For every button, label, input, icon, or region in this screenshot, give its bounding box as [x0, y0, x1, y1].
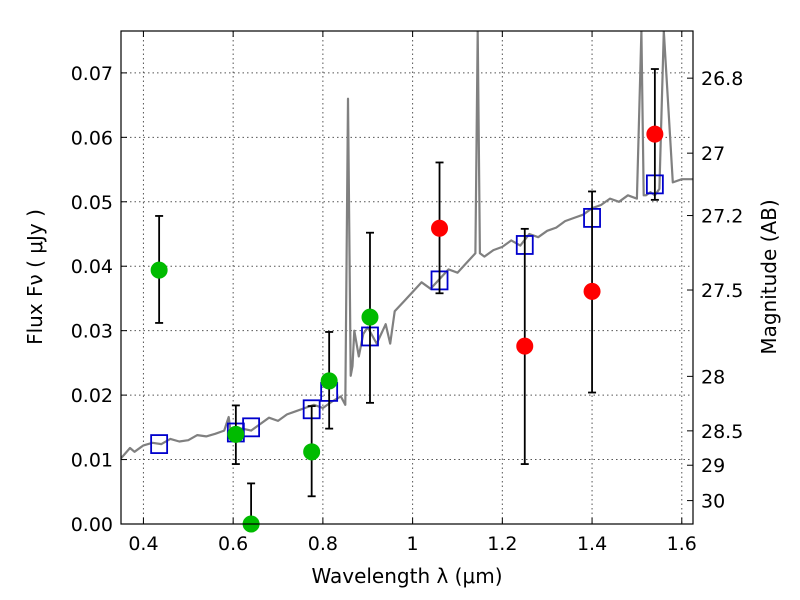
- data-point: [227, 425, 245, 443]
- data-point: [516, 337, 534, 355]
- y-tick-label: 0.05: [71, 192, 113, 214]
- data-point: [150, 261, 168, 279]
- axis-ticks: 0.4 0.6 0.8 1 1.2 1.4 1.6 0.00 0.01 0.02 0.03 0.04 0…: [71, 31, 743, 555]
- data-point: [646, 125, 664, 143]
- x-tick-label: 1.2: [487, 533, 517, 555]
- y2-tick-label: 28: [701, 366, 725, 388]
- model-photometry-square: [150, 434, 169, 454]
- data-points: [150, 68, 664, 533]
- y-tick-label: 0.01: [71, 450, 113, 472]
- x-tick-label: 1: [407, 533, 419, 555]
- data-point: [320, 372, 338, 390]
- x-tick-label: 0.4: [128, 533, 158, 555]
- model-spectrum: [121, 31, 693, 460]
- y2-tick-label: 27.5: [701, 280, 743, 302]
- y-axis-label: Flux Fν ( μJy ): [23, 209, 47, 345]
- y2-tick-label: 30: [701, 491, 725, 513]
- y-tick-label: 0.07: [71, 63, 113, 85]
- plot-frame: [120, 30, 694, 525]
- y-tick-label: 0.02: [71, 385, 113, 407]
- x-axis-label: Wavelength λ (μm): [311, 564, 502, 588]
- y2-tick-label: 29: [701, 455, 725, 477]
- x-tick-label: 1.4: [577, 533, 607, 555]
- data-point: [431, 219, 449, 237]
- y-tick-label: 0.04: [71, 256, 113, 278]
- model-spectrum-line: [121, 31, 693, 460]
- data-point: [303, 443, 321, 461]
- model-photometry-square: [242, 417, 261, 438]
- y2-tick-label: 27.2: [701, 206, 743, 228]
- y-tick-label: 0.06: [71, 127, 113, 149]
- y2-tick-label: 26.8: [701, 68, 743, 90]
- x-tick-label: 0.6: [218, 533, 248, 555]
- x-tick-label: 1.6: [667, 533, 697, 555]
- data-point: [361, 308, 379, 326]
- data-point: [583, 282, 601, 300]
- y-tick-label: 0.00: [71, 514, 113, 536]
- y-tick-label: 0.03: [71, 321, 113, 343]
- y2-tick-label: 27: [701, 143, 725, 165]
- y2-axis-label: Magnitude (AB): [757, 199, 781, 354]
- y2-tick-label: 28.5: [701, 421, 743, 443]
- x-tick-label: 0.8: [308, 533, 338, 555]
- grid: [121, 31, 693, 525]
